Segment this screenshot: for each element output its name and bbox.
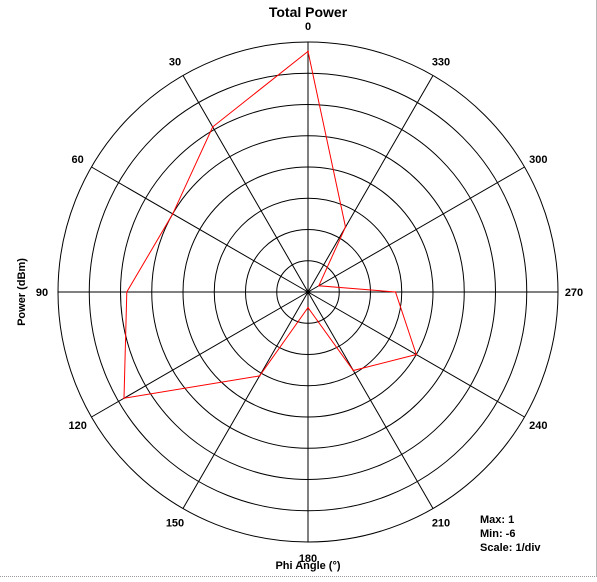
x-axis-label: Phi Angle (°) [275,560,340,572]
angle-tick-330: 330 [432,57,450,69]
angle-tick-180: 180 [299,553,317,565]
spoke-210 [307,291,434,509]
data-point-360 [307,50,309,53]
data-point-240 [415,353,418,356]
angle-spokes [58,42,558,542]
angle-tick-270: 270 [565,287,583,299]
data-point-60 [171,213,174,215]
data-point-30 [211,126,214,128]
series-layer [123,50,418,400]
chart-title: Total Power [269,4,348,20]
spoke-30 [182,75,309,293]
max-readout: Max: 1 [480,514,514,526]
spoke-150 [182,291,309,509]
angle-tick-90: 90 [36,287,48,299]
data-point-300 [318,284,320,287]
angle-tick-240: 240 [529,420,547,432]
spoke-60 [91,166,309,293]
angle-tick-0: 0 [305,21,311,33]
spoke-300 [307,166,525,293]
data-point-90 [125,291,128,293]
data-point-270 [394,291,397,293]
data-point-210 [352,369,355,372]
min-readout: Min: -6 [480,528,515,540]
spoke-330 [307,75,434,293]
scale-readout: Scale: 1/div [480,542,541,554]
angle-tick-210: 210 [432,517,450,529]
angle-tick-300: 300 [529,154,547,166]
angle-tick-30: 30 [169,57,181,69]
series-line-0 [123,51,417,399]
data-point-120 [123,397,125,400]
data-point-150 [258,375,261,377]
angle-tick-labels: 0 330 300 270 240 210 180 150 120 90 60 30 [36,21,583,565]
angle-tick-120: 120 [68,420,86,432]
spoke-120 [91,291,309,418]
angle-tick-60: 60 [72,154,84,166]
y-axis-label: Power (dBm) [16,258,28,326]
angle-tick-150: 150 [166,517,184,529]
data-point-330 [344,226,347,228]
data-point-180 [307,306,309,309]
